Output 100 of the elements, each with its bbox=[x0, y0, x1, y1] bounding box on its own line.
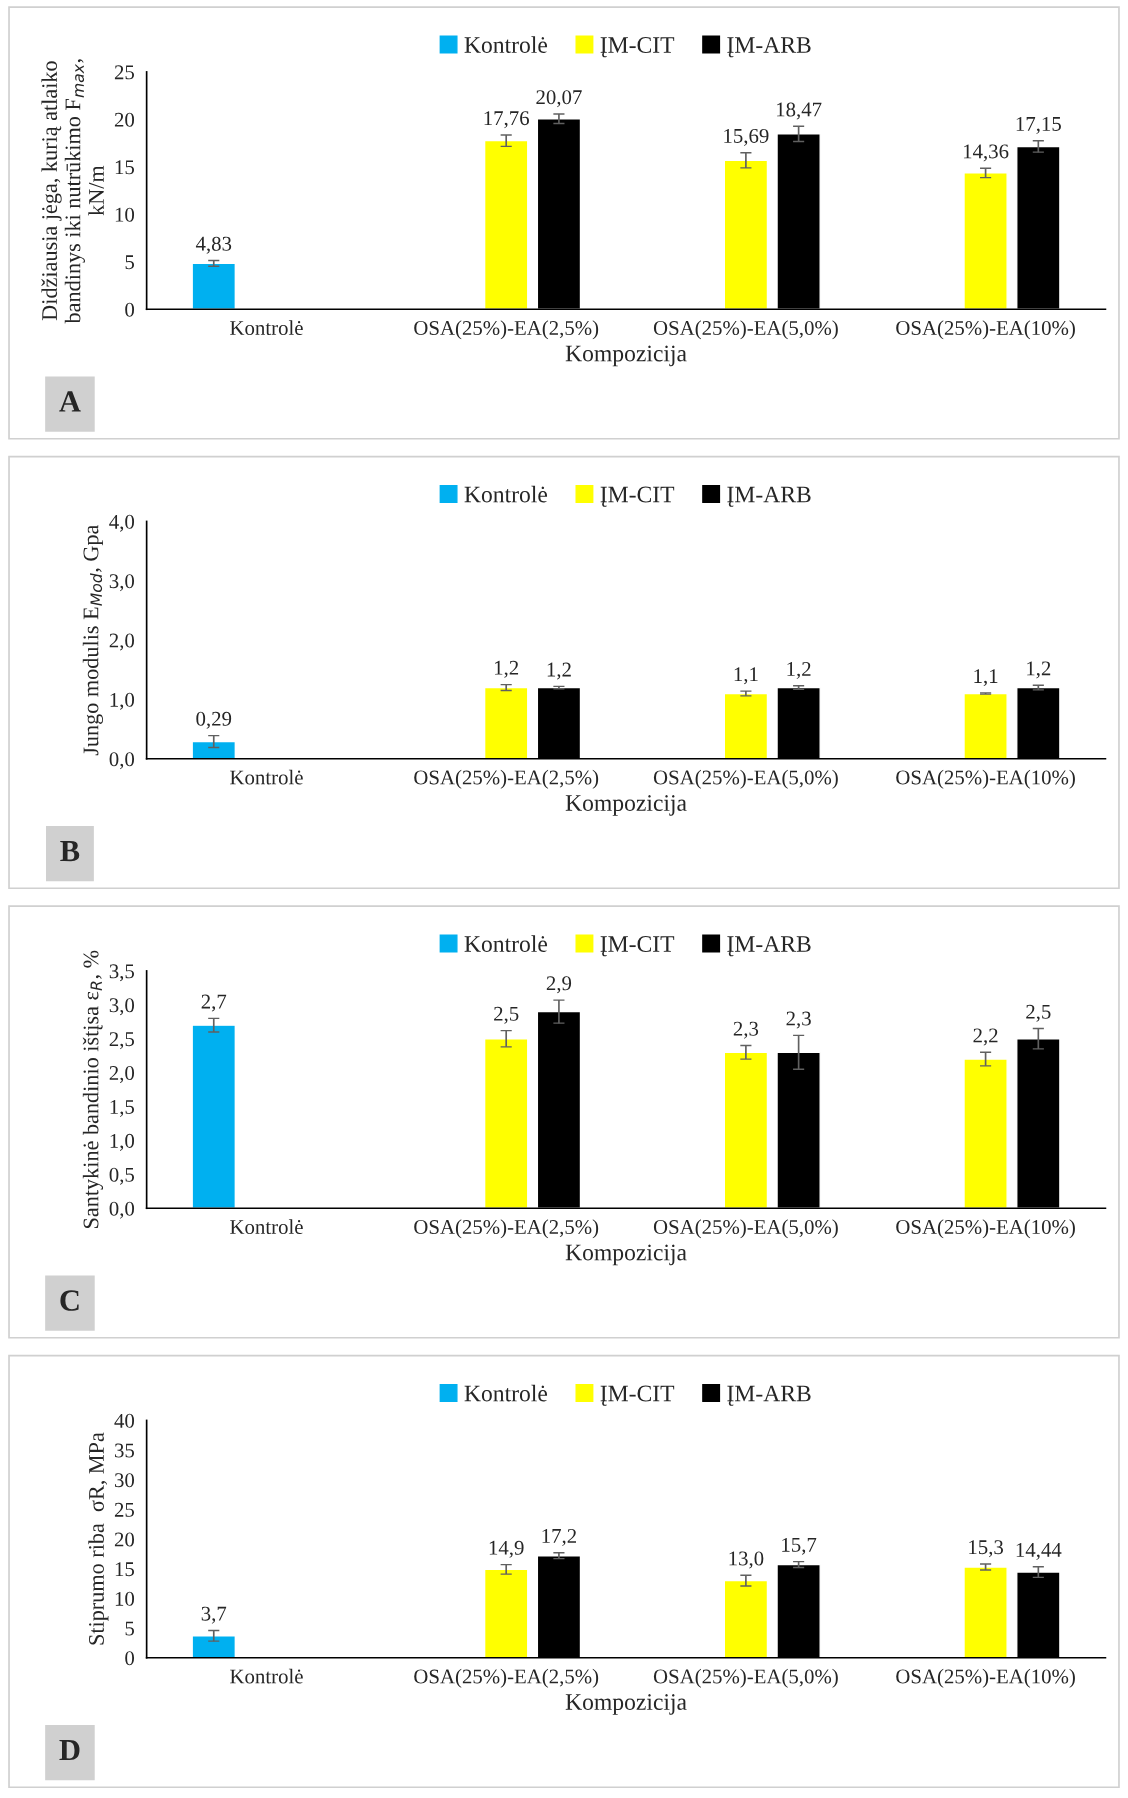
data-label: 17,76 bbox=[484, 111, 530, 129]
bar bbox=[723, 1051, 769, 1209]
text: A bbox=[59, 391, 81, 412]
y-tick-label: 0,0 bbox=[109, 752, 135, 770]
data-label: 15,69 bbox=[724, 128, 769, 146]
text: C bbox=[60, 1290, 79, 1311]
y-axis-title: Jungo modulis E$_{Mod}$, Gpa bbox=[82, 524, 104, 756]
data-label: 1,1 bbox=[734, 667, 758, 685]
y-tick-label: 0 bbox=[125, 1651, 135, 1666]
y-tick-label: 5 bbox=[125, 1621, 135, 1636]
y-tick-label: 2,5 bbox=[109, 1032, 135, 1050]
y-tick-label: 25 bbox=[114, 1502, 135, 1517]
y-tick-label: 25 bbox=[114, 65, 135, 80]
data-label: 0,29 bbox=[196, 711, 232, 729]
x-axis-title: Kompozicija bbox=[565, 1694, 687, 1715]
data-label: 14,36 bbox=[963, 144, 1009, 162]
data-label: 14,9 bbox=[489, 1540, 524, 1558]
bar bbox=[963, 692, 1008, 759]
y-tick-label: 2,0 bbox=[109, 633, 135, 651]
x-tick-label: OSA(25%)-EA(5,0%) bbox=[653, 1668, 838, 1688]
x-tick-label: OSA(25%)-EA(10%) bbox=[896, 1219, 1075, 1239]
bar bbox=[483, 1568, 529, 1658]
legend-label: ĮM-ARB bbox=[727, 936, 811, 957]
y-tick-label: 5 bbox=[125, 255, 135, 270]
x-tick-label: Kontrolė bbox=[230, 1219, 303, 1235]
data-label: 18,47 bbox=[777, 102, 822, 120]
y-tick-label: 3,0 bbox=[109, 998, 135, 1016]
data-label: 2,5 bbox=[1026, 1004, 1051, 1022]
legend-label: ĮM-ARB bbox=[727, 37, 811, 58]
legend-label: ĮM-CIT bbox=[600, 37, 675, 58]
x-tick-label: Kontrolė bbox=[230, 769, 303, 785]
y-tick-label: 40 bbox=[114, 1413, 135, 1428]
y-tick-label: 1,0 bbox=[110, 692, 135, 710]
bar bbox=[483, 1038, 529, 1209]
data-label: 2,9 bbox=[546, 976, 572, 994]
y-tick-label: 15 bbox=[115, 1562, 135, 1577]
x-tick-label: Kontrolė bbox=[230, 320, 303, 336]
bar bbox=[191, 1024, 237, 1209]
bar bbox=[963, 1566, 1008, 1658]
y-tick-label: 2,0 bbox=[109, 1066, 135, 1084]
data-label: 13,0 bbox=[729, 1551, 764, 1569]
x-tick-label: OSA(25%)-EA(5,0%) bbox=[653, 769, 838, 789]
bar bbox=[963, 172, 1008, 310]
x-axis-title: Kompozicija bbox=[565, 345, 687, 367]
y-tick-label: 35 bbox=[115, 1443, 135, 1458]
data-label: 1,2 bbox=[1027, 661, 1051, 679]
x-tick-label: Kontrolė bbox=[230, 1668, 303, 1684]
legend-label: Kontrolė bbox=[464, 1384, 548, 1402]
legend-label: Kontrolė bbox=[464, 935, 548, 952]
x-tick-label: OSA(25%)-EA(5,0%) bbox=[653, 320, 838, 340]
bar bbox=[723, 159, 769, 310]
data-label: 15,3 bbox=[969, 1540, 1004, 1558]
legend-label: ĮM-CIT bbox=[600, 936, 675, 957]
text: Didžiausia jėga, kurią atlaiko bandinys iki nutrūkimo F$_{max}$, kN/m bbox=[41, 59, 104, 324]
legend-label: ĮM-ARB bbox=[727, 1385, 811, 1406]
bar bbox=[963, 1058, 1008, 1209]
data-label: 3,7 bbox=[201, 1606, 227, 1624]
data-label: 2,5 bbox=[494, 1006, 519, 1024]
legend-label: Kontrolė bbox=[464, 485, 548, 503]
x-tick-label: OSA(25%)-EA(2,5%) bbox=[414, 1668, 599, 1688]
y-axis-title: Santykinė bandinio ištįsa ε$_{R}$, % bbox=[82, 950, 104, 1228]
bar bbox=[483, 686, 529, 759]
x-tick-label: OSA(25%)-EA(10%) bbox=[896, 769, 1075, 789]
data-label: 20,07 bbox=[536, 90, 582, 108]
y-tick-label: 1,5 bbox=[110, 1100, 135, 1117]
x-axis-title: Kompozicija bbox=[565, 1244, 687, 1266]
data-label: 4,83 bbox=[195, 236, 232, 254]
x-tick-label: OSA(25%)-EA(5,0%) bbox=[653, 1219, 838, 1239]
text: B bbox=[60, 841, 80, 862]
x-tick-label: OSA(25%)-EA(2,5%) bbox=[414, 320, 599, 340]
data-label: 15,7 bbox=[782, 1537, 817, 1555]
y-tick-label: 10 bbox=[115, 1591, 135, 1606]
y-tick-label: 1,0 bbox=[110, 1133, 135, 1151]
bar bbox=[191, 740, 237, 759]
bar bbox=[723, 1579, 769, 1658]
bar bbox=[723, 692, 769, 759]
data-label: 1,1 bbox=[974, 669, 998, 687]
x-tick-label: OSA(25%)-EA(2,5%) bbox=[414, 769, 599, 789]
y-tick-label: 0,0 bbox=[109, 1201, 135, 1219]
y-tick-label: 3,0 bbox=[109, 574, 135, 592]
data-label: 17,2 bbox=[542, 1528, 576, 1546]
y-axis-title: Stiprumo riba σR, MPa bbox=[88, 1432, 109, 1645]
x-tick-label: OSA(25%)-EA(2,5%) bbox=[414, 1219, 599, 1239]
legend-label: Kontrolė bbox=[464, 36, 548, 53]
y-tick-label: 20 bbox=[114, 112, 135, 127]
data-label: 17,15 bbox=[1016, 117, 1061, 134]
bar bbox=[191, 262, 237, 310]
legend-label: ĮM-CIT bbox=[600, 1385, 675, 1406]
x-tick-label: OSA(25%)-EA(10%) bbox=[896, 320, 1075, 340]
bar bbox=[191, 1635, 237, 1658]
data-label: 14,44 bbox=[1016, 1542, 1062, 1560]
bar bbox=[483, 139, 529, 310]
data-label: 1,2 bbox=[495, 660, 519, 678]
y-tick-label: 0 bbox=[125, 302, 135, 317]
y-tick-label: 15 bbox=[115, 160, 135, 175]
data-label: 2,2 bbox=[973, 1028, 998, 1046]
y-tick-label: 10 bbox=[115, 207, 135, 222]
data-label: 2,3 bbox=[733, 1021, 759, 1039]
legend-label: ĮM-ARB bbox=[727, 486, 811, 507]
data-label: 1,2 bbox=[787, 661, 811, 679]
